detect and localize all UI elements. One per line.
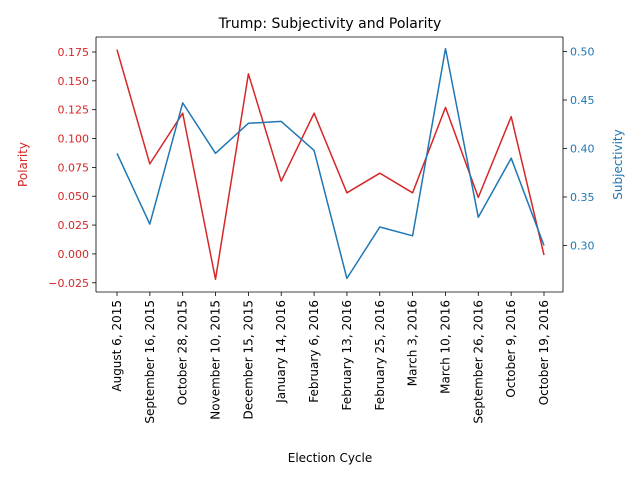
x-tick-label: October 28, 2015 [176, 300, 190, 405]
x-tick-label: October 19, 2016 [537, 300, 551, 405]
y-left-tick-label: 0.150 [58, 75, 90, 88]
x-tick-label: December 15, 2015 [241, 300, 255, 419]
y-left-tick-label: 0.050 [58, 190, 90, 203]
y-left-tick-label: 0.125 [58, 104, 90, 117]
x-tick-label: August 6, 2015 [110, 300, 124, 392]
y-axis-right-label: Subjectivity [611, 129, 625, 199]
y-left-tick-label: 0.175 [58, 46, 90, 59]
x-tick-label: November 10, 2015 [209, 300, 223, 420]
x-tick-label: February 6, 2016 [307, 300, 321, 403]
series-line-subjectivity [116, 47, 545, 280]
series-line-polarity [116, 49, 545, 281]
x-tick-label: September 26, 2016 [471, 300, 485, 424]
y-right-tick-label: 0.35 [570, 191, 595, 204]
y-right-tick-label: 0.40 [570, 143, 595, 156]
x-axis-label: Election Cycle [288, 451, 373, 465]
x-tick-label: February 13, 2016 [340, 300, 354, 410]
y-left-tick-label: 0.025 [58, 219, 90, 232]
plot-area: −0.025 0.000 0.025 0.050 0.075 0.100 0.125 0.15… [48, 36, 595, 424]
x-tick-label: March 3, 2016 [406, 300, 420, 386]
x-tick-label: February 25, 2016 [373, 300, 387, 410]
y-right-tick-label: 0.50 [570, 46, 595, 59]
x-tick-label: September 16, 2015 [143, 300, 157, 424]
y-right-tick-label: 0.30 [570, 239, 595, 252]
y-left-tick-label: 0.075 [58, 161, 90, 174]
x-tick-label: March 10, 2016 [439, 300, 453, 394]
y-axis-left-label: Polarity [16, 142, 30, 187]
y-left-tick-label: 0.100 [58, 133, 90, 146]
chart-title: Trump: Subjectivity and Polarity [218, 16, 442, 32]
y-left-tick-label: 0.000 [58, 248, 90, 261]
y-left-tick-label: −0.025 [48, 277, 89, 290]
x-tick-label: January 14, 2016 [274, 300, 288, 404]
x-tick-label: October 9, 2016 [504, 300, 518, 398]
y-right-tick-label: 0.45 [570, 94, 595, 107]
